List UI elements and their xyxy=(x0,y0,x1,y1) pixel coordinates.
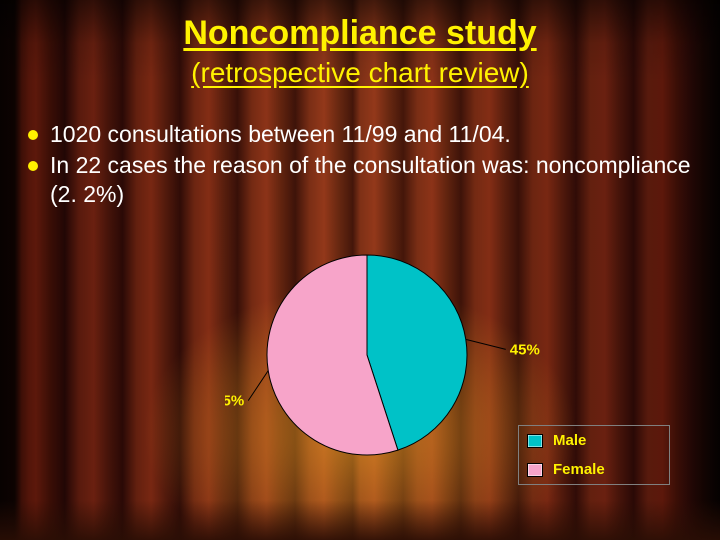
bullet-text: 1020 consultations between 11/99 and 11/… xyxy=(50,120,511,149)
legend-label-male: Male xyxy=(553,432,586,449)
title-line-1: Noncompliance study xyxy=(0,14,720,53)
pie-chart: 45%55% xyxy=(225,248,450,463)
legend-swatch-female xyxy=(527,463,543,477)
legend-item-female: Female xyxy=(519,455,669,484)
legend-item-male: Male xyxy=(519,426,669,455)
pie-svg: 45% 55% xyxy=(225,248,545,478)
callout-line-male xyxy=(466,339,506,349)
list-item: 1020 consultations between 11/99 and 11/… xyxy=(28,120,700,149)
callout-label-male: 45% xyxy=(510,341,540,358)
legend-swatch-male xyxy=(527,434,543,448)
title-block: Noncompliance study (retrospective chart… xyxy=(0,14,720,89)
bullet-marker-icon xyxy=(28,130,38,140)
callout-line-female xyxy=(248,371,268,401)
slide-stage: Noncompliance study (retrospective chart… xyxy=(0,0,720,540)
legend: Male Female xyxy=(518,425,670,485)
pie-slices xyxy=(267,255,467,455)
bullet-text: In 22 cases the reason of the consultati… xyxy=(50,151,700,209)
legend-label-female: Female xyxy=(553,461,605,478)
bullet-list: 1020 consultations between 11/99 and 11/… xyxy=(28,120,700,210)
title-line-2: (retrospective chart review) xyxy=(0,57,720,89)
callout-label-female: 55% xyxy=(225,393,244,410)
list-item: In 22 cases the reason of the consultati… xyxy=(28,151,700,209)
bullet-marker-icon xyxy=(28,161,38,171)
